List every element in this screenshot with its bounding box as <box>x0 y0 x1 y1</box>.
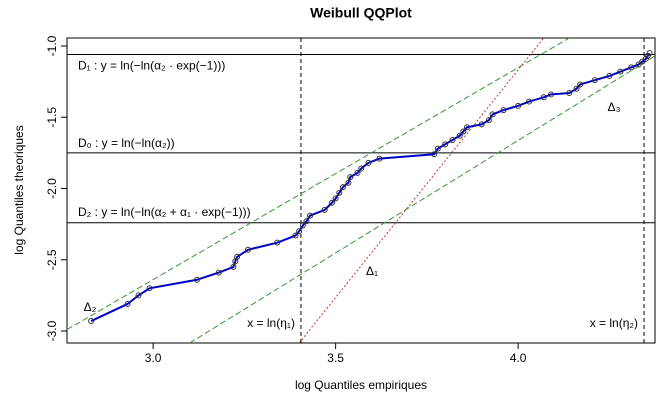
data-point <box>124 300 131 307</box>
data-point <box>88 318 95 325</box>
data-point <box>135 292 142 299</box>
data-point <box>606 72 613 79</box>
data-point <box>485 117 492 124</box>
hline-label: D₂ : y = ln(−ln(α₂ + α₁ · exp(−1))) <box>78 205 251 219</box>
data-point <box>274 239 281 246</box>
hline-label: D₀ : y = ln(−ln(α₂)) <box>78 136 175 150</box>
data-point <box>591 77 598 84</box>
data-point <box>292 232 299 239</box>
y-tick-label: -1.0 <box>45 35 59 56</box>
data-point <box>345 179 352 186</box>
data-point <box>339 184 346 191</box>
data-point <box>526 98 533 105</box>
y-tick-label: -2.0 <box>45 178 59 199</box>
data-point <box>547 91 554 98</box>
data-point <box>358 165 365 172</box>
data-point <box>307 212 314 219</box>
data-point <box>365 159 372 166</box>
data-point <box>434 145 441 152</box>
data-point <box>635 61 642 68</box>
reference-line <box>189 55 656 344</box>
data-point <box>478 121 485 128</box>
vline-label: x = ln(η₂) <box>590 316 638 330</box>
y-axis-label: log Quantiles theoriques <box>12 125 26 254</box>
data-point <box>577 81 584 88</box>
reference-line-label: Δ₃ <box>608 100 621 114</box>
data-point <box>303 218 310 225</box>
data-point <box>245 246 252 253</box>
data-point <box>464 124 471 131</box>
chart-title: Weibull QQPlot <box>310 5 412 21</box>
data-point <box>354 169 361 176</box>
reference-line-label: Δ₁ <box>366 264 378 278</box>
data-point <box>296 228 303 235</box>
data-point <box>442 141 449 148</box>
data-point <box>639 58 646 65</box>
data-point <box>193 276 200 283</box>
reference-line <box>66 37 570 331</box>
data-point <box>332 195 339 202</box>
data-point <box>646 50 653 57</box>
x-tick-label: 3.5 <box>327 351 344 365</box>
data-point <box>431 151 438 158</box>
data-point <box>215 269 222 276</box>
data-point <box>515 102 522 109</box>
data-point <box>489 111 496 118</box>
data-point <box>449 137 456 144</box>
data-point <box>328 199 335 206</box>
vline-label: x = ln(η₁) <box>247 316 295 330</box>
data-point <box>299 222 306 229</box>
x-axis-label: log Quantiles empiriques <box>295 378 427 392</box>
data-point <box>617 68 624 75</box>
y-tick-label: -3.0 <box>45 320 59 341</box>
data-point <box>500 107 507 114</box>
data-point <box>628 64 635 71</box>
data-point <box>230 263 237 270</box>
data-line <box>90 52 651 322</box>
x-tick-label: 4.0 <box>510 351 527 365</box>
reference-line <box>298 37 545 344</box>
data-point <box>456 132 463 139</box>
data-point <box>566 90 573 97</box>
data-point <box>460 128 467 135</box>
data-point <box>376 155 383 162</box>
y-tick-label: -1.5 <box>45 107 59 128</box>
data-point <box>347 174 354 181</box>
y-tick-label: -2.5 <box>45 249 59 270</box>
x-tick-label: 3.0 <box>145 351 162 365</box>
data-point <box>234 253 241 260</box>
plot-frame <box>66 37 656 344</box>
data-point <box>336 189 343 196</box>
data-point <box>146 285 153 292</box>
data-point <box>540 94 547 101</box>
data-point <box>573 85 580 92</box>
data-point <box>321 206 328 213</box>
reference-line-label: Δ₂ <box>84 300 97 314</box>
hline-label: D₁ : y = ln(−ln(α₂ · exp(−1))) <box>78 59 225 73</box>
